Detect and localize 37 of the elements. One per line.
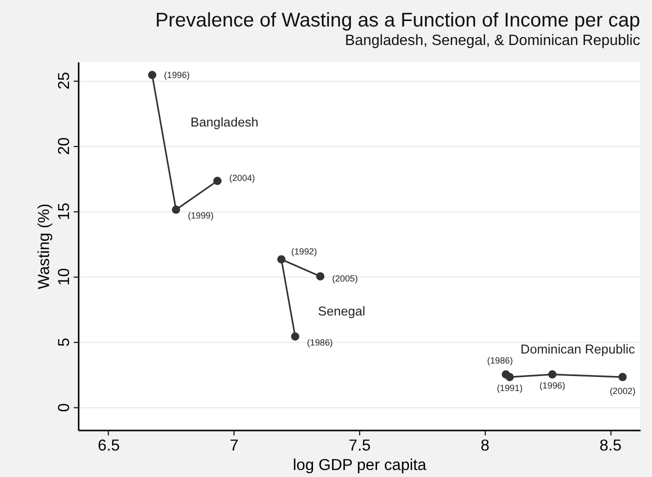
annotation: (2002): [610, 386, 636, 396]
point: [172, 206, 180, 214]
x-tick-label: 6.5: [98, 437, 120, 454]
point: [291, 332, 300, 341]
point: [548, 370, 556, 379]
x-tick-label: 8.5: [600, 437, 622, 454]
series-label: Senegal: [318, 304, 366, 319]
x-tick-label: 7: [230, 437, 239, 454]
point: [277, 255, 286, 264]
x-tick-label: 8: [480, 437, 490, 454]
y-tick-label: 0: [56, 402, 73, 412]
y-tick-label: 25: [56, 72, 73, 90]
x-tick-label: 7.5: [348, 437, 371, 454]
point: [148, 70, 156, 80]
y-tick-label: 15: [56, 202, 73, 220]
annotation: (2005): [332, 273, 358, 284]
y-axis-title: Wasting (%): [36, 204, 53, 290]
chart-title: Prevalence of Wasting as a Function of Income per cap: [155, 9, 640, 32]
annotation: (1996): [539, 380, 566, 390]
point: [316, 272, 324, 280]
series-label: Dominican Republic: [520, 342, 636, 357]
annotation: (1996): [164, 70, 190, 80]
y-tick-label: 10: [56, 268, 73, 286]
annotation: (1999): [188, 210, 214, 221]
annotation: (2004): [229, 172, 256, 183]
point: [506, 372, 514, 382]
annotation: (1986): [487, 356, 513, 366]
y-tick-label: 20: [56, 137, 73, 155]
x-axis-title: log GDP per capita: [292, 457, 427, 474]
point: [213, 176, 222, 186]
annotation: (1986): [307, 337, 333, 348]
y-tick-label: 5: [56, 338, 73, 347]
annotation: (1992): [291, 246, 318, 256]
chart-subtitle: Bangladesh, Senegal, & Dominican Republic: [345, 33, 641, 50]
text: Bangladesh: [190, 114, 258, 130]
annotation: (1991): [496, 382, 523, 393]
point: [618, 372, 627, 382]
